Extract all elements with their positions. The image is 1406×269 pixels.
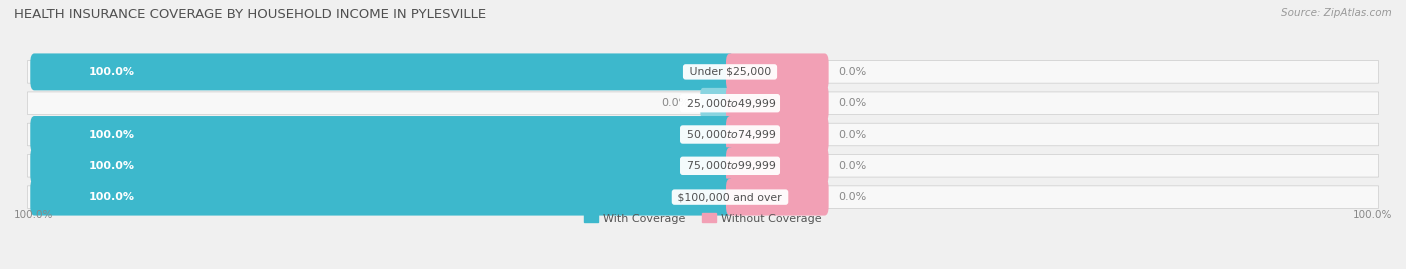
Text: $50,000 to $74,999: $50,000 to $74,999	[683, 128, 778, 141]
Text: 100.0%: 100.0%	[89, 129, 135, 140]
Text: HEALTH INSURANCE COVERAGE BY HOUSEHOLD INCOME IN PYLESVILLE: HEALTH INSURANCE COVERAGE BY HOUSEHOLD I…	[14, 8, 486, 21]
Text: 0.0%: 0.0%	[838, 98, 866, 108]
FancyBboxPatch shape	[31, 54, 734, 90]
FancyBboxPatch shape	[725, 85, 828, 122]
Text: 100.0%: 100.0%	[1353, 210, 1392, 220]
Text: 0.0%: 0.0%	[838, 129, 866, 140]
FancyBboxPatch shape	[31, 179, 734, 215]
FancyBboxPatch shape	[700, 88, 733, 119]
FancyBboxPatch shape	[725, 116, 828, 153]
FancyBboxPatch shape	[28, 154, 1378, 177]
FancyBboxPatch shape	[28, 61, 1378, 83]
Text: 100.0%: 100.0%	[89, 161, 135, 171]
Text: 100.0%: 100.0%	[14, 210, 53, 220]
Text: $100,000 and over: $100,000 and over	[675, 192, 786, 202]
Text: Source: ZipAtlas.com: Source: ZipAtlas.com	[1281, 8, 1392, 18]
Text: $75,000 to $99,999: $75,000 to $99,999	[683, 159, 778, 172]
FancyBboxPatch shape	[725, 147, 828, 184]
FancyBboxPatch shape	[725, 54, 828, 90]
FancyBboxPatch shape	[31, 116, 734, 153]
Text: 0.0%: 0.0%	[838, 161, 866, 171]
Text: 0.0%: 0.0%	[838, 67, 866, 77]
Text: $25,000 to $49,999: $25,000 to $49,999	[683, 97, 778, 110]
Text: 0.0%: 0.0%	[838, 192, 866, 202]
Text: Under $25,000: Under $25,000	[686, 67, 775, 77]
Legend: With Coverage, Without Coverage: With Coverage, Without Coverage	[585, 213, 821, 224]
FancyBboxPatch shape	[28, 186, 1378, 208]
Text: 0.0%: 0.0%	[661, 98, 689, 108]
FancyBboxPatch shape	[725, 179, 828, 215]
Text: 100.0%: 100.0%	[89, 67, 135, 77]
FancyBboxPatch shape	[28, 92, 1378, 115]
FancyBboxPatch shape	[31, 147, 734, 184]
FancyBboxPatch shape	[28, 123, 1378, 146]
Text: 100.0%: 100.0%	[89, 192, 135, 202]
